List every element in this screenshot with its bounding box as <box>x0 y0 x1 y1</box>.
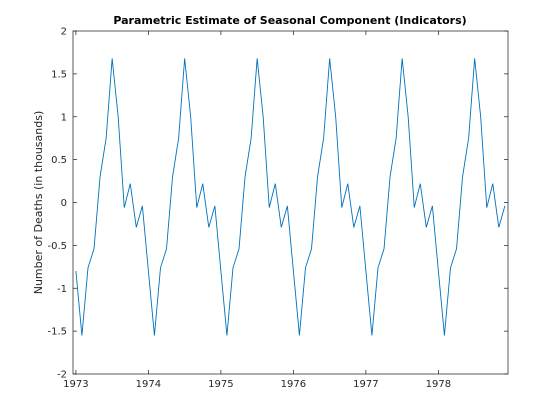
y-tick-label: 1.5 <box>51 69 67 80</box>
x-tick-label: 1977 <box>353 379 378 390</box>
axes-box <box>72 30 509 375</box>
y-tick-label: -2 <box>57 370 67 381</box>
y-tick-label: 2 <box>61 27 67 38</box>
plot-area: 1973 1974 1975 1976 1977 1978 -2 -1.5 -1 -0.5 0 0.… <box>47 27 509 390</box>
y-tick-label: -0.5 <box>47 241 67 252</box>
y-tick-label: 1 <box>61 112 67 123</box>
y-axis-label: Number of Deaths (in thousands) <box>32 111 45 295</box>
x-tick-label: 1976 <box>281 379 306 390</box>
y-tick-label: 0 <box>61 198 67 209</box>
seasonal-series-line <box>75 58 506 336</box>
y-tick-label: 0.5 <box>51 155 67 166</box>
chart-title: Parametric Estimate of Seasonal Componen… <box>113 14 466 27</box>
x-axis-ticks: 1973 1974 1975 1976 1977 1978 <box>63 31 451 390</box>
y-tick-label: -1.5 <box>47 327 67 338</box>
x-tick-label: 1978 <box>426 379 451 390</box>
x-tick-label: 1973 <box>63 379 88 390</box>
x-tick-label: 1974 <box>136 379 161 390</box>
y-axis-ticks: -2 -1.5 -1 -0.5 0 0.5 1 1.5 2 <box>47 27 508 381</box>
x-tick-label: 1975 <box>208 379 233 390</box>
y-tick-label: -1 <box>57 284 67 295</box>
